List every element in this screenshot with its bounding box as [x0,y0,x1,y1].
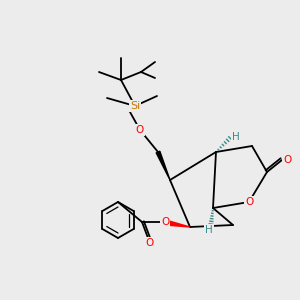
Text: O: O [245,197,253,207]
Text: O: O [136,125,144,135]
Text: H: H [205,225,213,235]
Text: O: O [146,238,154,248]
Polygon shape [156,151,170,180]
Text: H: H [232,132,240,142]
Text: Si: Si [130,101,140,111]
Text: O: O [161,217,169,227]
Polygon shape [168,221,190,227]
Text: O: O [283,155,291,165]
